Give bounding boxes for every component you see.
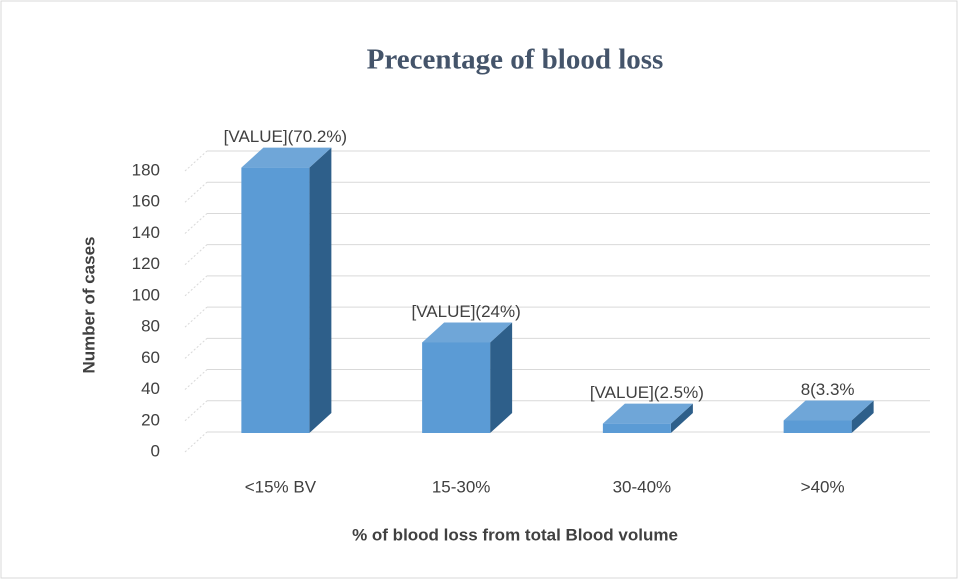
bar-top bbox=[422, 322, 513, 343]
y-tick-label: 160 bbox=[132, 192, 160, 211]
y-tick-label: 120 bbox=[132, 254, 160, 273]
bar bbox=[241, 167, 310, 433]
x-axis-title: % of blood loss from total Blood volume bbox=[352, 525, 678, 544]
y-tick-label: 80 bbox=[141, 317, 160, 336]
side-grid-line bbox=[184, 244, 208, 266]
data-label: [VALUE](70.2%) bbox=[224, 127, 347, 146]
y-tick-label: 40 bbox=[141, 379, 160, 398]
bar-top bbox=[241, 147, 332, 168]
data-label: [VALUE](24%) bbox=[411, 302, 520, 321]
bar-side bbox=[490, 322, 513, 433]
side-grid-line bbox=[184, 431, 208, 453]
bar bbox=[783, 420, 852, 433]
side-grid-line bbox=[184, 150, 208, 172]
y-axis-title: Number of cases bbox=[79, 237, 98, 374]
side-grid-line bbox=[184, 337, 208, 359]
y-tick-label: 0 bbox=[151, 441, 160, 460]
bar-top bbox=[783, 400, 874, 421]
side-grid-line bbox=[184, 369, 208, 390]
y-tick-label: 100 bbox=[132, 285, 160, 304]
y-tick-label: 20 bbox=[141, 410, 160, 429]
data-label: [VALUE](2.5%) bbox=[590, 383, 704, 402]
side-grid-line bbox=[184, 306, 208, 328]
bar-side bbox=[309, 147, 332, 433]
side-grid-line bbox=[184, 275, 208, 297]
side-grid-line bbox=[184, 400, 208, 422]
x-tick-label: 15-30% bbox=[432, 477, 491, 496]
y-tick-label: 140 bbox=[132, 223, 160, 242]
bar-side bbox=[670, 403, 693, 433]
y-tick-label: 60 bbox=[141, 348, 160, 367]
bar-top bbox=[602, 403, 693, 424]
x-tick-label: <15% BV bbox=[245, 477, 317, 496]
y-tick-label: 180 bbox=[132, 160, 160, 179]
side-grid-line bbox=[184, 181, 208, 203]
side-grid-line bbox=[184, 213, 208, 234]
bar bbox=[422, 342, 491, 433]
data-label: 8(3.3% bbox=[801, 380, 855, 399]
x-tick-label: 30-40% bbox=[613, 477, 672, 496]
x-tick-label: >40% bbox=[801, 477, 845, 496]
bar-side bbox=[851, 400, 874, 433]
bar bbox=[602, 423, 671, 433]
chart-title: Precentage of blood loss bbox=[367, 44, 664, 76]
